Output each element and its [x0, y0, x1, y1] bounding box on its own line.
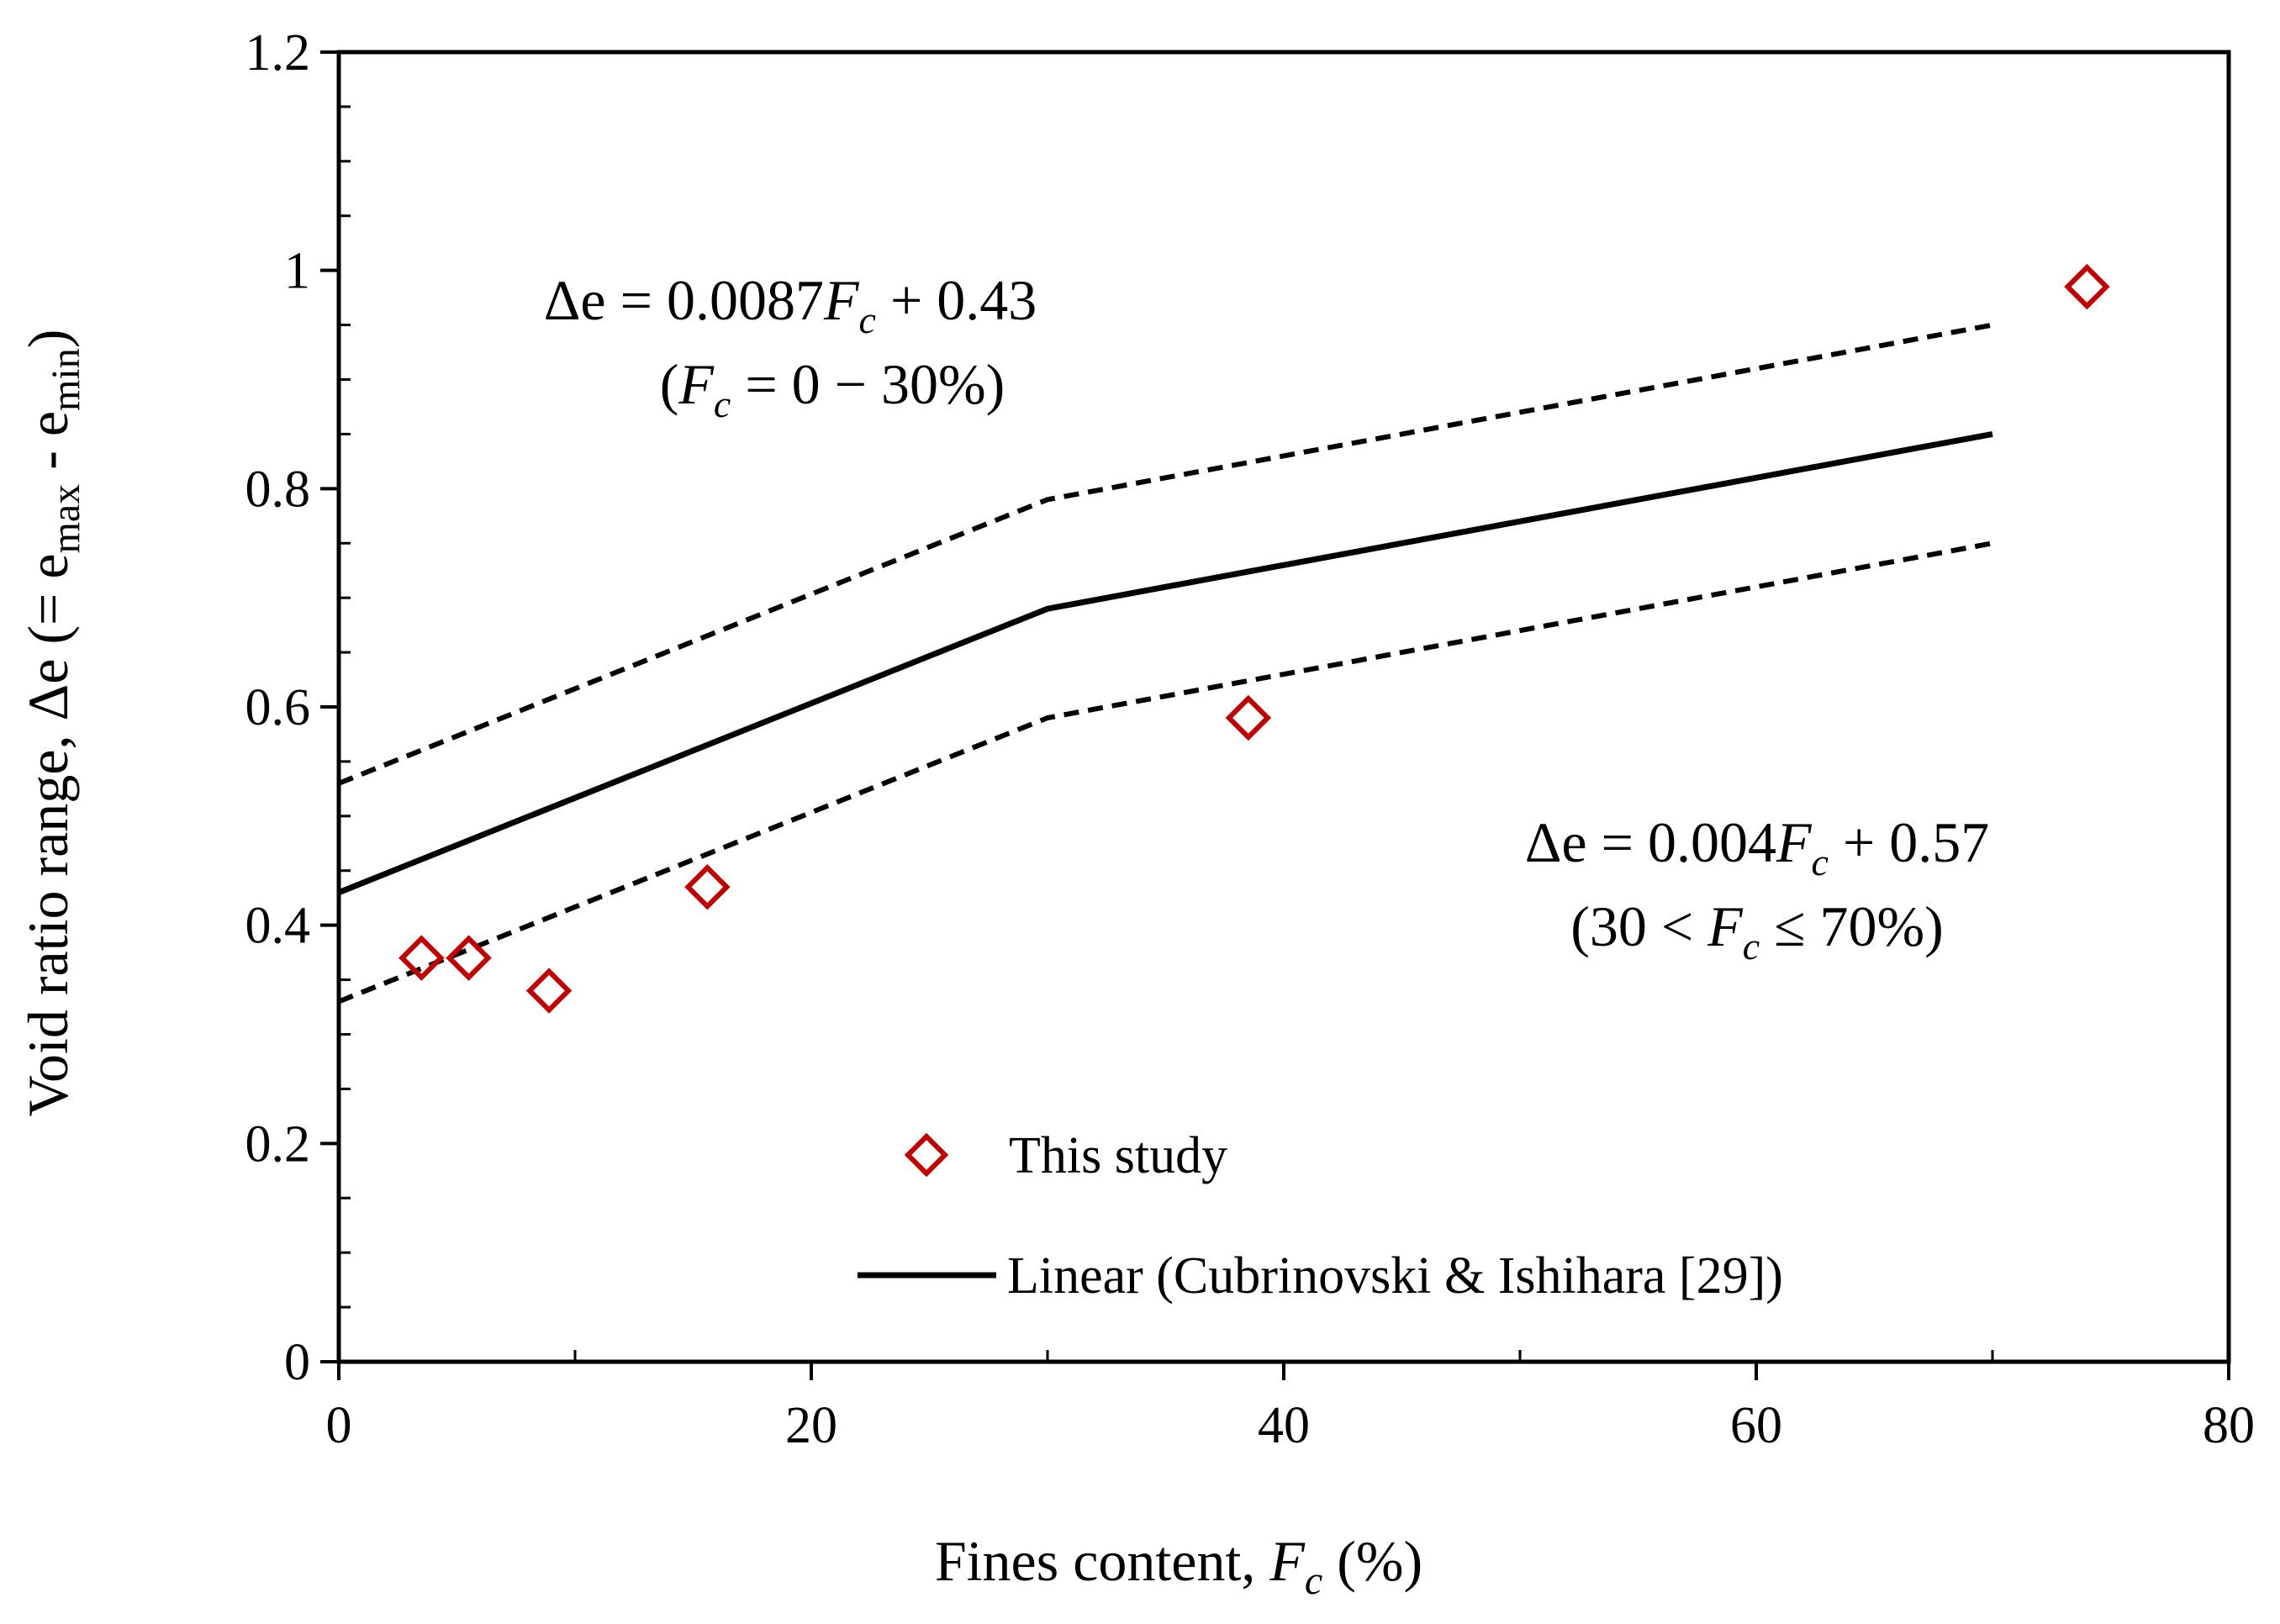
y-tick-label: 0.6: [245, 679, 311, 736]
y-tick-label: 0.4: [245, 898, 311, 955]
x-tick-label: 60: [1730, 1397, 1782, 1454]
y-tick-label: 1: [284, 243, 310, 300]
legend-marker-this-study: [904, 1132, 949, 1178]
series-lines: [337, 322, 1993, 1004]
series-line-upper-bound: [337, 322, 1993, 786]
data-point-this-study: [446, 935, 492, 981]
y-tick-label: 0: [284, 1334, 310, 1391]
y-tick-label: 1.2: [245, 24, 311, 82]
equation-2-line-2: (30 < Fc ≤ 70%): [1570, 894, 1944, 968]
axis-ticks: 0 0.2 0.4 0.6 0.8 1 1.2 0 20 40 60 80: [245, 24, 2256, 1454]
series-line-lower-bound: [337, 540, 1993, 1004]
x-tick-label: 0: [326, 1397, 352, 1454]
equation-2-line-1: Δe = 0.004Fc + 0.57: [1525, 810, 1990, 883]
series-line-linear-cubrinovski-ishihara-29: [337, 430, 1993, 895]
equation-1-line-1: Δe = 0.0087Fc + 0.43: [544, 268, 1037, 341]
y-tick-label: 0.8: [245, 461, 311, 518]
data-point-this-study: [1225, 694, 1272, 741]
x-tick-label: 20: [785, 1397, 837, 1454]
x-tick-label: 80: [2203, 1397, 2255, 1454]
series-points: [398, 263, 2110, 1014]
y-tick-label: 0.2: [245, 1115, 311, 1173]
data-point-this-study: [525, 968, 573, 1014]
legend-label-this-study: This study: [1009, 1127, 1227, 1184]
x-axis-title: Fines content, Fc (%): [935, 1529, 1422, 1603]
data-point-this-study: [398, 935, 445, 981]
data-point-this-study: [684, 863, 731, 910]
legend: This study Linear (Cubrinovski & Ishihar…: [858, 1127, 1783, 1305]
legend-label-linear: Linear (Cubrinovski & Ishihara [29]): [1007, 1247, 1783, 1305]
equation-1-line-2: (Fc = 0 − 30%): [660, 352, 1005, 425]
y-axis-title: Void ratio range, Δe (= emax - emin): [16, 330, 88, 1117]
x-tick-label: 40: [1258, 1397, 1310, 1454]
data-point-this-study: [2064, 263, 2110, 310]
